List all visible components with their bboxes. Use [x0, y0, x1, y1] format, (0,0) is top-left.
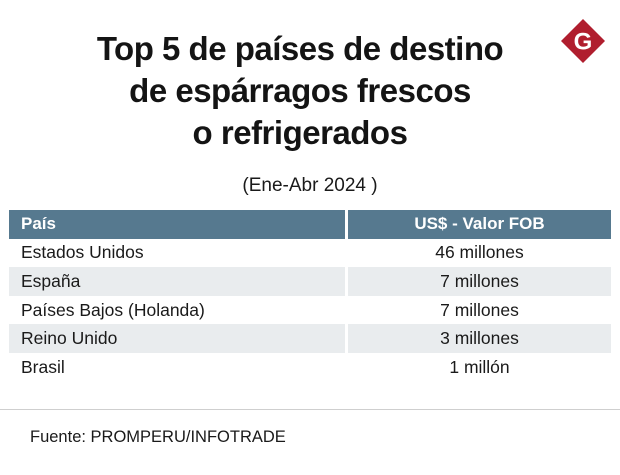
data-table: País US$ - Valor FOB Estados Unidos 46 m…	[9, 210, 611, 382]
table-row: Reino Unido 3 millones	[9, 324, 611, 353]
row-country: Estados Unidos	[9, 238, 345, 268]
row-value: 7 millones	[348, 267, 611, 296]
table-header-row: País US$ - Valor FOB	[9, 210, 611, 239]
footer-divider	[0, 409, 620, 410]
title-line-2: de espárragos frescos	[129, 72, 471, 109]
table-row: España 7 millones	[9, 267, 611, 296]
row-value: 1 millón	[348, 352, 611, 382]
header-country: País	[9, 210, 345, 239]
chart-subtitle: (Ene-Abr 2024 )	[242, 175, 378, 196]
row-value: 7 millones	[348, 295, 611, 325]
row-country: Reino Unido	[9, 324, 345, 353]
header-value: US$ - Valor FOB	[348, 210, 611, 239]
title-line-3: o refrigerados	[192, 114, 408, 151]
table-row: Países Bajos (Holanda) 7 millones	[9, 295, 611, 325]
logo-diamond-shape	[561, 19, 605, 63]
row-value: 46 millones	[348, 238, 611, 268]
row-value: 3 millones	[348, 324, 611, 353]
row-country: España	[9, 267, 345, 296]
row-country: Brasil	[9, 352, 345, 382]
table-row: Brasil 1 millón	[9, 352, 611, 382]
chart-title: Top 5 de países de destino de espárragos…	[60, 28, 540, 154]
brand-logo: G	[561, 19, 605, 63]
row-country: Países Bajos (Holanda)	[9, 295, 345, 325]
table-row: Estados Unidos 46 millones	[9, 238, 611, 268]
logo-letter: G	[574, 29, 593, 56]
title-line-1: Top 5 de países de destino	[96, 30, 504, 67]
source-note: Fuente: PROMPERU/INFOTRADE	[30, 428, 286, 446]
